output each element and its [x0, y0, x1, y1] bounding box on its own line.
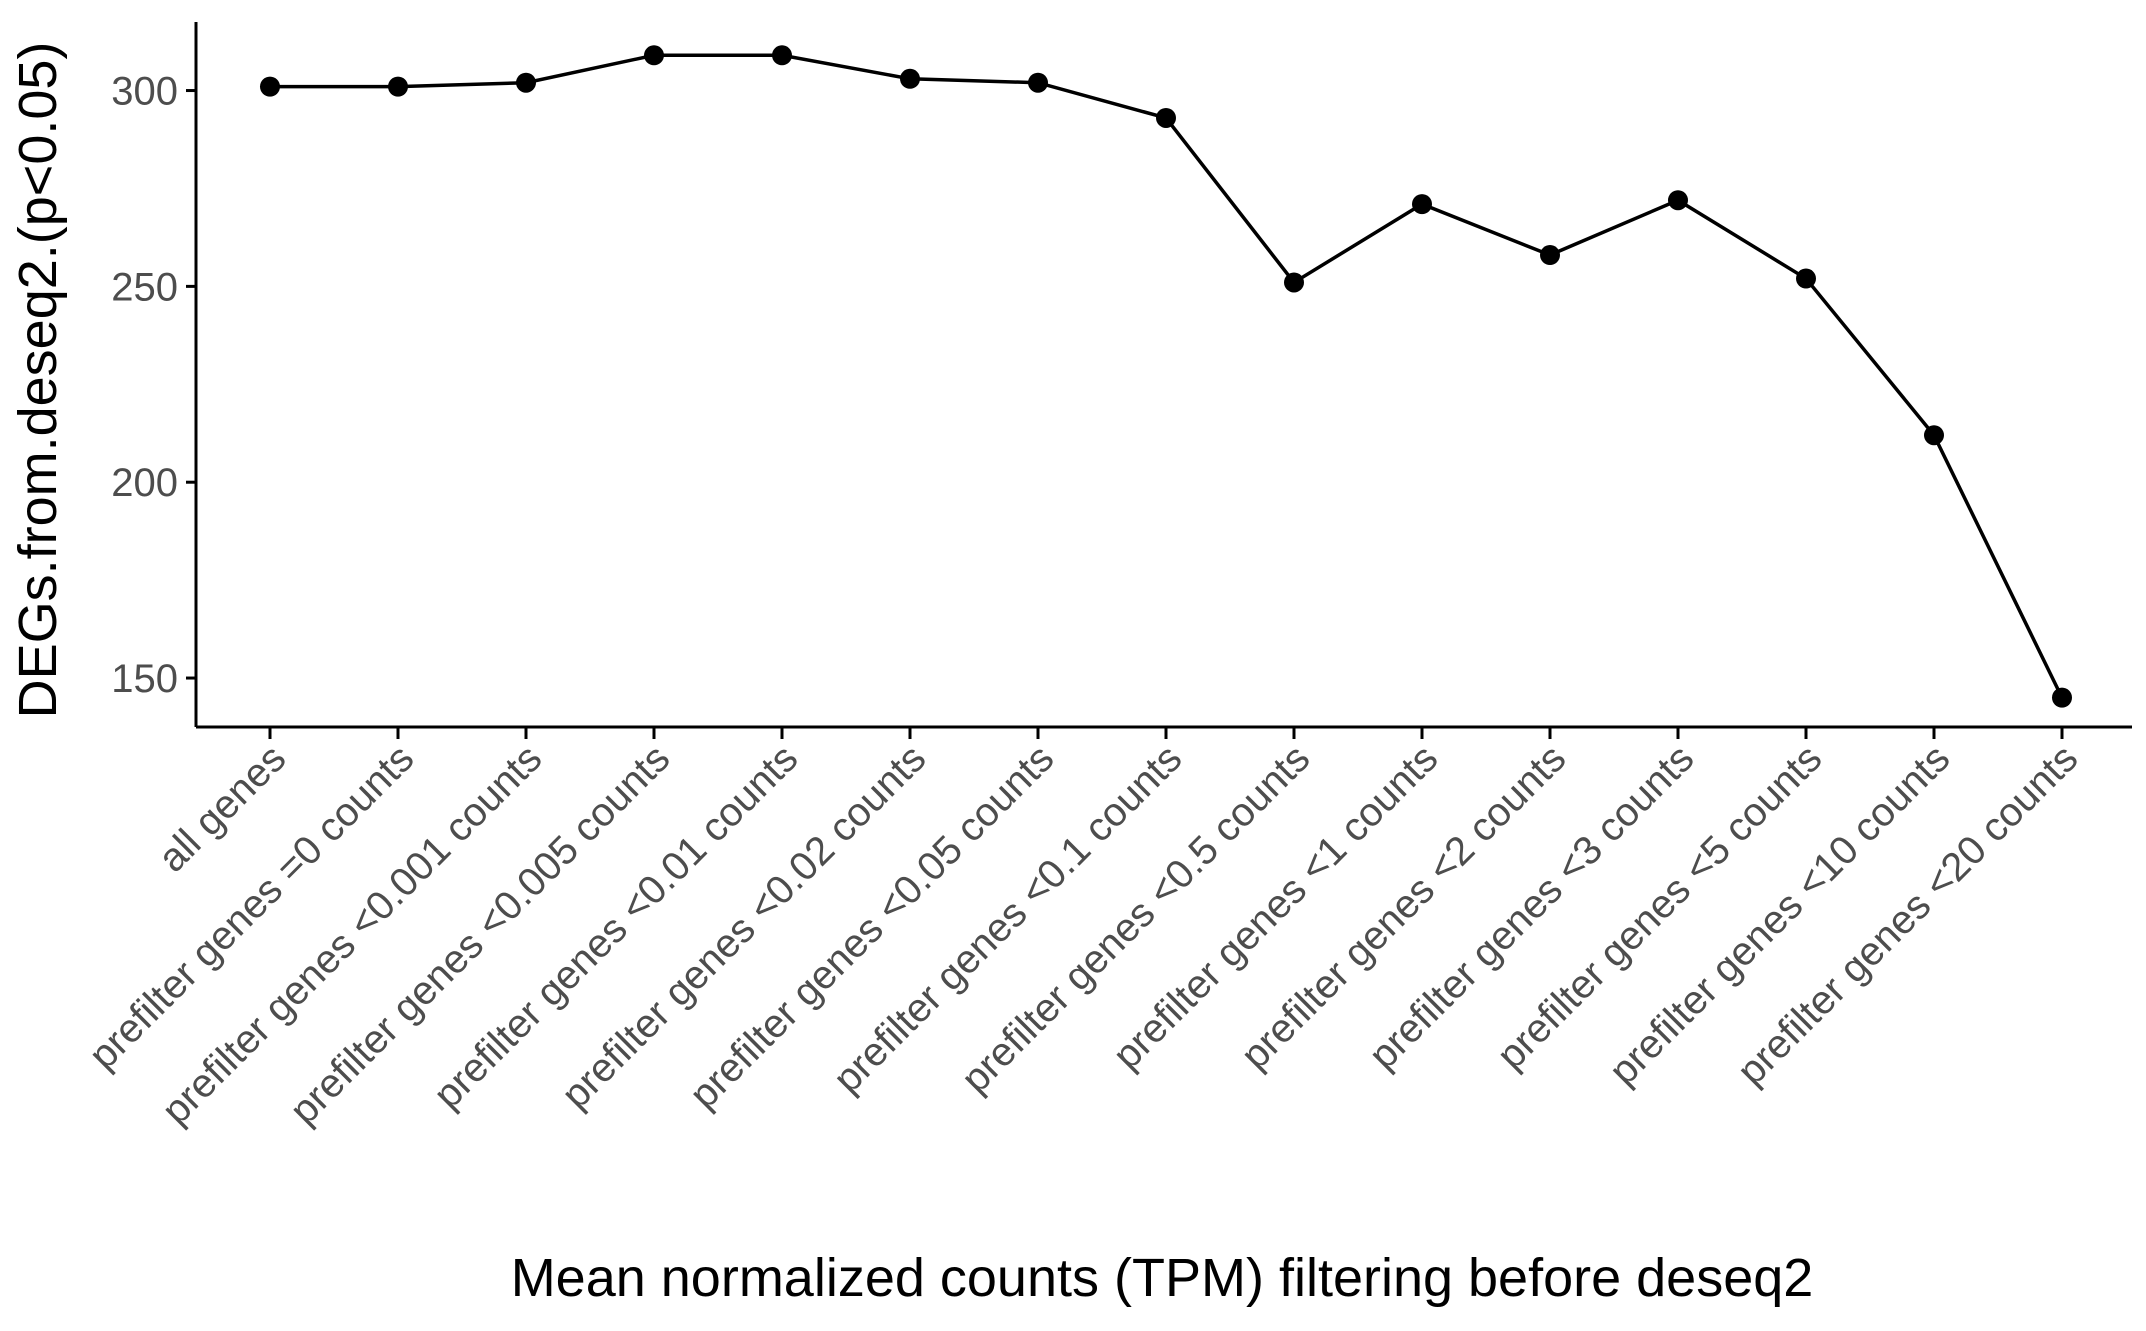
data-point [1156, 107, 1176, 128]
data-point [2052, 687, 2072, 708]
y-axis: 150 200 250 300 [111, 22, 198, 727]
data-point [900, 68, 920, 89]
y-tick-label: 250 [111, 265, 178, 309]
data-point [1924, 425, 1944, 446]
data-point [1284, 272, 1304, 293]
data-series [260, 45, 2072, 708]
y-tick-label: 150 [111, 657, 178, 701]
data-point [772, 45, 792, 66]
data-point [1412, 194, 1432, 215]
y-tick-label: 300 [111, 70, 178, 114]
data-point [1540, 245, 1560, 266]
data-point [644, 45, 664, 66]
y-tick-label: 200 [111, 461, 178, 505]
y-axis-title: DEGs.from.deseq2.(p<0.05) [8, 42, 68, 719]
data-point [1028, 72, 1048, 93]
data-point [260, 76, 280, 97]
data-point [1668, 190, 1688, 211]
data-point [516, 72, 536, 93]
series-line [270, 53, 2064, 699]
data-point [388, 76, 408, 97]
x-axis-title: Mean normalized counts (TPM) filtering b… [511, 1248, 1814, 1308]
data-point [1796, 268, 1816, 289]
